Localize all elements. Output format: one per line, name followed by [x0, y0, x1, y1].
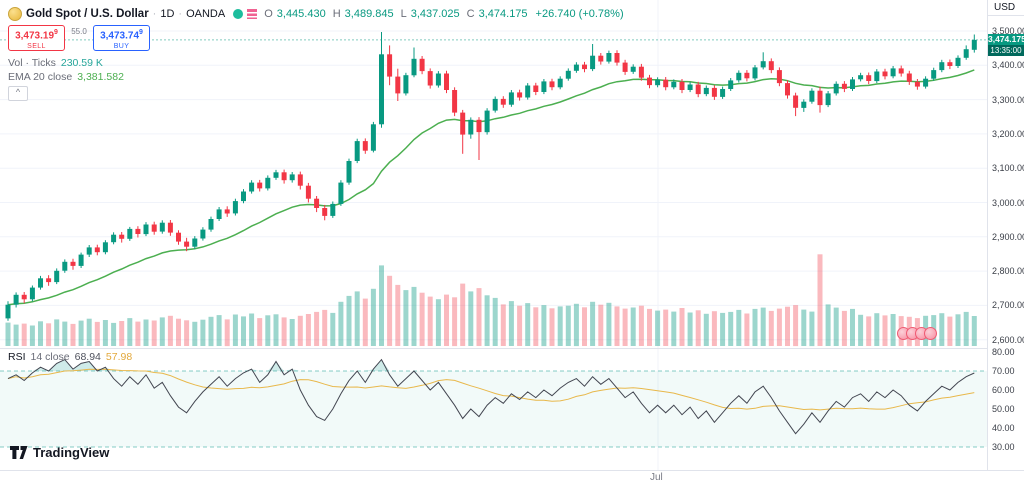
rsi-axis-label: 50.00	[992, 404, 1015, 414]
emoji-reactions[interactable]	[897, 327, 937, 340]
price-axis-label: 2,600.000	[992, 334, 1024, 345]
open-label: O	[264, 8, 273, 20]
price-axis-label: 3,000.000	[992, 197, 1024, 208]
rsi-axis-label: 80.00	[992, 347, 1015, 357]
separator-dot: ·	[152, 8, 157, 20]
close-label: C	[466, 8, 475, 20]
price-axis-label: 3,200.000	[992, 128, 1024, 139]
pink-list-icon[interactable]	[247, 9, 258, 19]
buy-label: BUY	[113, 43, 130, 51]
price-axis-label: 3,100.000	[992, 163, 1024, 174]
tradingview-logo-icon	[10, 446, 28, 459]
symbol-legend[interactable]: Gold Spot / U.S. Dollar · 1D · OANDA O 3…	[8, 7, 624, 21]
pink-face-icon	[924, 327, 937, 340]
rsi-line	[7, 358, 975, 435]
symbol-title: Gold Spot / U.S. Dollar	[26, 8, 149, 20]
price-axis-label: 3,500.000	[992, 26, 1024, 36]
ema-label: EMA 20 close	[8, 71, 73, 83]
rsi-params: 14 close	[30, 351, 70, 363]
rsi-axis-label: 40.00	[992, 423, 1015, 433]
volume-label: Vol · Ticks	[8, 57, 56, 69]
price-axis-label: 2,700.000	[992, 300, 1024, 311]
spread-value: 55.0	[71, 27, 87, 36]
tradingview-logo-text: TradingView	[33, 445, 110, 460]
low-label: L	[400, 8, 407, 20]
rsi-ma-value: 57.98	[105, 351, 133, 363]
rsi-band	[0, 371, 987, 447]
tradingview-logo[interactable]: TradingView	[10, 445, 109, 460]
volume-legend[interactable]: Vol · Ticks 230.59 K	[8, 57, 103, 69]
high-label: H	[332, 8, 341, 20]
price-axis[interactable]: USD 3,500.000 3,400.000 3,300.000 3,200.000…	[987, 0, 1024, 470]
sell-button[interactable]: 3,473.199 SELL	[8, 25, 65, 51]
time-axis[interactable]: Jul	[0, 470, 1024, 484]
rsi-name: RSI	[8, 351, 26, 363]
teal-dot-icon[interactable]	[233, 9, 244, 19]
close-value: 3,474.175	[478, 8, 528, 20]
ema-value: 3,381.582	[77, 71, 124, 83]
volume-bars	[5, 254, 977, 347]
low-value: 3,437.025	[410, 8, 460, 20]
candles	[5, 32, 977, 321]
last-price-badge: 3,474.175	[988, 34, 1024, 46]
price-axis-label: 2,800.000	[992, 266, 1024, 277]
rsi-value: 68.94	[74, 351, 101, 363]
price-axis-label: 3,300.000	[992, 94, 1024, 105]
trade-panel: 3,473.199 SELL 55.0 3,473.749 BUY	[8, 25, 150, 51]
open-value: 3,445.430	[276, 8, 326, 20]
rsi-axis-label: 30.00	[992, 442, 1015, 452]
price-gridlines	[0, 30, 987, 341]
interval-label[interactable]: 1D	[160, 8, 175, 20]
buy-price: 3,473.749	[100, 29, 143, 42]
gold-symbol-icon	[8, 7, 22, 21]
separator-dot: ·	[178, 8, 183, 20]
rsi-ma-line	[7, 368, 975, 411]
collapse-legend-button[interactable]: ^	[8, 86, 28, 101]
bar-countdown: 13:35:00	[988, 45, 1024, 57]
change-value: +26.740 (+0.78%)	[535, 8, 624, 20]
rsi-axis-label: 70.00	[992, 366, 1015, 376]
rsi-axis-label: 60.00	[992, 385, 1015, 395]
price-axis-label: 2,900.000	[992, 231, 1024, 242]
volume-value: 230.59 K	[60, 57, 103, 69]
legend-collapse: ^	[8, 86, 28, 101]
exchange-label: OANDA	[186, 8, 226, 20]
high-value: 3,489.845	[344, 8, 394, 20]
buy-button[interactable]: 3,473.749 BUY	[93, 25, 150, 51]
rsi-overbought-fill	[8, 359, 975, 371]
sell-price: 3,473.199	[15, 29, 58, 42]
currency-label[interactable]: USD	[988, 0, 1024, 16]
time-label-jul: Jul	[650, 472, 663, 483]
sell-label: SELL	[27, 43, 46, 51]
price-chart-pane[interactable]	[0, 0, 987, 470]
price-axis-label: 3,400.000	[992, 60, 1024, 71]
rsi-legend[interactable]: RSI 14 close 68.94 57.98	[8, 351, 132, 363]
ema-line	[7, 69, 975, 306]
ema-legend[interactable]: EMA 20 close 3,381.582	[8, 71, 124, 83]
